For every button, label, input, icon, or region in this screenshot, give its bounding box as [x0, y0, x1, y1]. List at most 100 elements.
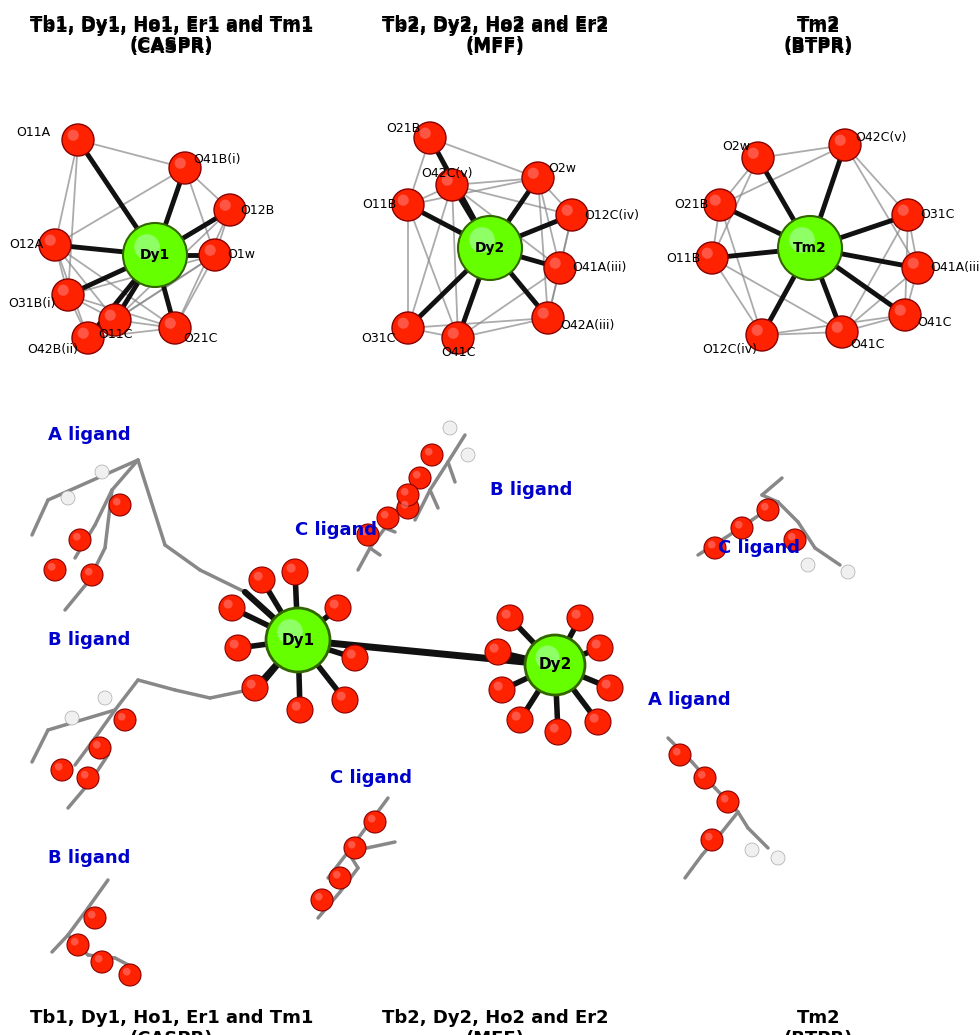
Circle shape: [225, 635, 251, 661]
Text: C ligand: C ligand: [295, 521, 377, 539]
Text: Tb1, Dy1, Ho1, Er1 and Tm1
(CASPR): Tb1, Dy1, Ho1, Er1 and Tm1 (CASPR): [29, 1009, 314, 1035]
Circle shape: [421, 444, 443, 466]
Text: O31B(i): O31B(i): [9, 296, 56, 309]
Text: O2w: O2w: [722, 140, 750, 152]
Circle shape: [69, 529, 91, 551]
Circle shape: [315, 893, 322, 900]
Circle shape: [892, 199, 924, 231]
Circle shape: [735, 521, 743, 529]
Circle shape: [760, 503, 768, 510]
Circle shape: [123, 223, 187, 287]
Circle shape: [332, 687, 358, 713]
Text: C ligand: C ligand: [330, 769, 412, 787]
Circle shape: [89, 737, 111, 759]
Circle shape: [801, 558, 815, 572]
Circle shape: [771, 851, 785, 865]
Circle shape: [527, 168, 539, 179]
Circle shape: [286, 563, 296, 572]
Text: A ligand: A ligand: [648, 691, 731, 709]
Circle shape: [702, 247, 712, 259]
Circle shape: [109, 494, 131, 516]
Text: O12B: O12B: [240, 204, 274, 216]
Text: Dy1: Dy1: [140, 248, 171, 262]
Circle shape: [397, 497, 419, 519]
Circle shape: [458, 216, 522, 280]
Text: O11B: O11B: [362, 199, 396, 211]
Circle shape: [357, 524, 379, 546]
Circle shape: [409, 467, 431, 489]
Circle shape: [377, 507, 399, 529]
Text: O11A: O11A: [16, 125, 50, 139]
Text: Dy2: Dy2: [538, 657, 571, 673]
Text: O41A(iii): O41A(iii): [930, 262, 980, 274]
Circle shape: [398, 195, 409, 206]
Circle shape: [159, 312, 191, 344]
Circle shape: [485, 639, 511, 666]
Circle shape: [77, 767, 99, 789]
Text: B ligand: B ligand: [490, 481, 572, 499]
Circle shape: [361, 528, 368, 535]
Circle shape: [219, 595, 245, 621]
Circle shape: [532, 302, 564, 334]
Circle shape: [696, 242, 728, 274]
Circle shape: [698, 771, 706, 778]
Circle shape: [673, 748, 680, 756]
Text: O2w: O2w: [548, 161, 576, 175]
Circle shape: [51, 759, 73, 781]
Circle shape: [597, 675, 623, 701]
Text: O42C(v): O42C(v): [855, 130, 906, 144]
Circle shape: [701, 829, 723, 851]
Text: O41C: O41C: [917, 317, 952, 329]
Circle shape: [789, 228, 814, 253]
Text: Tm2
(BTPR): Tm2 (BTPR): [784, 18, 853, 57]
Circle shape: [254, 571, 263, 581]
Circle shape: [347, 650, 356, 658]
Text: B ligand: B ligand: [48, 631, 130, 649]
Circle shape: [397, 484, 419, 506]
Text: O31C: O31C: [920, 208, 955, 221]
Circle shape: [788, 533, 796, 540]
Circle shape: [902, 252, 934, 284]
Circle shape: [448, 328, 459, 338]
Circle shape: [95, 465, 109, 479]
Circle shape: [401, 487, 409, 496]
Text: O21B: O21B: [386, 121, 420, 135]
Circle shape: [344, 837, 366, 859]
Text: O11C: O11C: [98, 327, 132, 341]
Text: Tb1, Dy1, Ho1, Er1 and Tm1
(CASPR): Tb1, Dy1, Ho1, Er1 and Tm1 (CASPR): [29, 18, 314, 57]
Circle shape: [507, 707, 533, 733]
Circle shape: [413, 471, 420, 478]
Text: O11B: O11B: [665, 252, 700, 265]
Circle shape: [704, 189, 736, 221]
Circle shape: [538, 307, 549, 319]
Circle shape: [571, 610, 580, 619]
Circle shape: [199, 239, 231, 271]
Circle shape: [282, 559, 308, 585]
Circle shape: [364, 811, 386, 833]
Circle shape: [214, 194, 246, 226]
Text: O1w: O1w: [227, 248, 255, 262]
Circle shape: [835, 135, 846, 146]
Circle shape: [368, 815, 375, 823]
Circle shape: [742, 142, 774, 174]
Circle shape: [165, 318, 175, 329]
Circle shape: [567, 605, 593, 631]
Circle shape: [44, 559, 66, 581]
Circle shape: [784, 529, 806, 551]
Circle shape: [550, 723, 559, 733]
Circle shape: [58, 285, 69, 296]
Circle shape: [311, 889, 333, 911]
Text: O21C: O21C: [183, 331, 218, 345]
Circle shape: [490, 644, 499, 653]
Text: Tb2, Dy2, Ho2 and Er2
(MFF): Tb2, Dy2, Ho2 and Er2 (MFF): [381, 18, 609, 57]
Circle shape: [746, 319, 778, 351]
Circle shape: [669, 744, 691, 766]
Circle shape: [757, 499, 779, 521]
Circle shape: [414, 122, 446, 154]
Circle shape: [705, 833, 712, 840]
Circle shape: [829, 129, 861, 161]
Circle shape: [119, 964, 141, 986]
Circle shape: [85, 568, 92, 575]
Circle shape: [325, 595, 351, 621]
Circle shape: [461, 448, 475, 462]
